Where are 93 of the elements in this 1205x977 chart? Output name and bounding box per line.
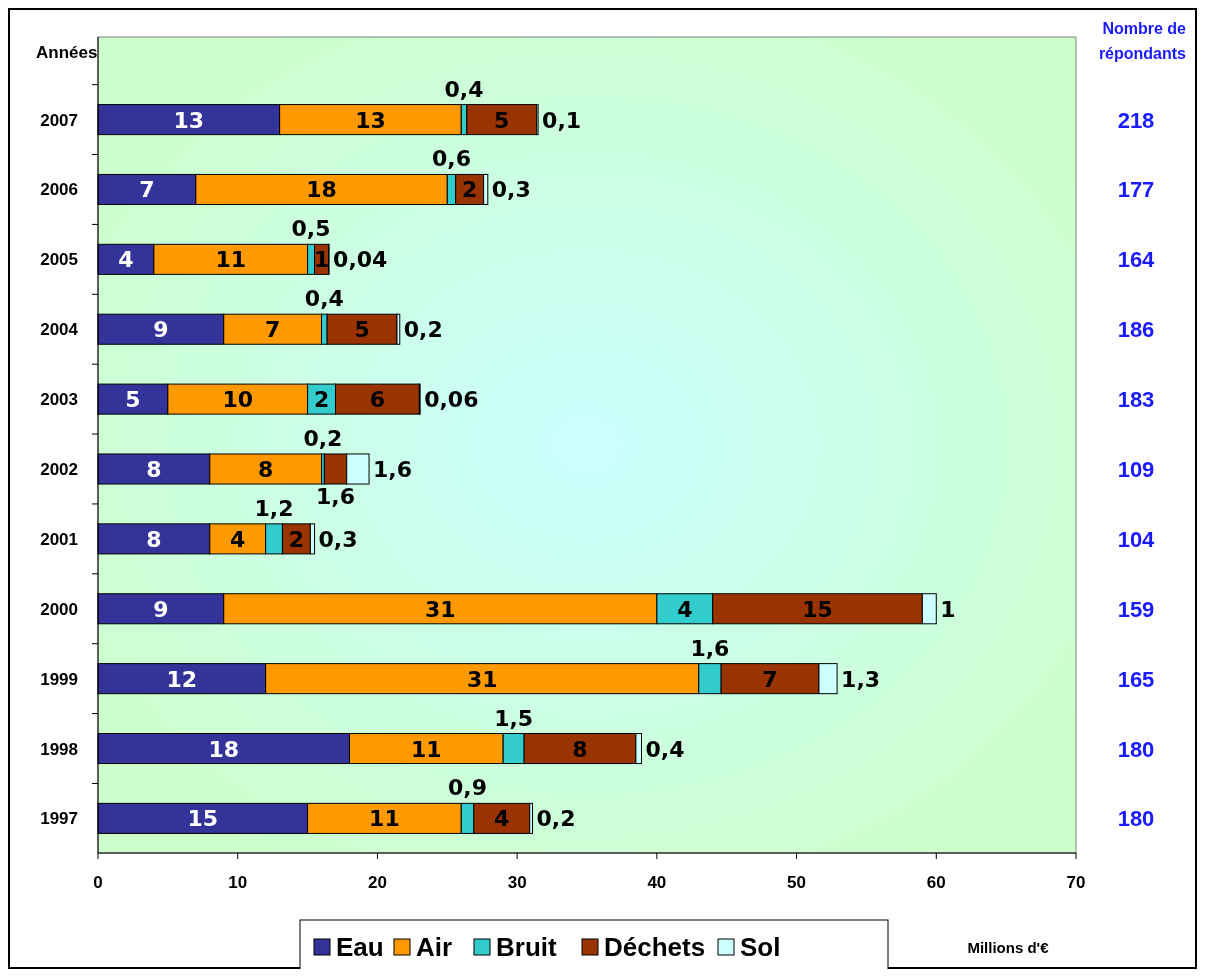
y-tick-label: 2001 [40,529,78,549]
y-tick-label: 2006 [40,180,78,200]
data-label: 1,3 [841,666,881,692]
y-tick-label: 2002 [40,460,78,479]
data-label: 0,6 [431,146,471,172]
text: 109 [1117,457,1155,482]
legend-label: Bruit [496,932,557,962]
data-label: 8 [146,526,162,552]
data-label: 18 [208,736,240,762]
data-label: 1 [940,596,956,622]
x-tick-label: 40 [647,873,667,892]
data-label: 0,06 [424,387,479,413]
legend-label: Sol [740,932,781,962]
data-label: 1,6 [373,457,413,482]
legend-label: Air [416,932,453,962]
data-label: 0,3 [318,526,358,552]
data-label: 8 [146,457,162,482]
data-label: 0,04 [333,247,388,273]
data-label: 2 [288,526,305,552]
data-label: 4 [118,247,134,273]
text: 104 [1117,526,1156,552]
data-label: 1 [313,247,330,273]
text: 218 [1117,107,1155,133]
data-label: 5 [354,317,370,343]
data-label: 2 [313,387,330,413]
y-tick-label: 2005 [40,250,78,270]
text: 180 [1117,736,1155,762]
data-label: 2 [461,177,478,203]
data-label: 13 [173,107,205,133]
legend-label: Déchets [604,932,706,962]
data-label: 11 [369,806,400,832]
y-tick-label: 2007 [40,110,78,130]
x-tick-label: 70 [1066,873,1086,892]
data-label: 10 [222,387,254,413]
data-label: 0,5 [291,216,331,242]
data-label: 0,4 [645,736,685,762]
data-label: 0,4 [444,76,484,102]
data-label: 11 [215,247,247,273]
x-axis-title: Millions d'€ [967,939,1050,956]
text: 165 [1117,666,1155,692]
data-label: 5 [494,107,510,133]
data-label: 1,2 [254,495,294,521]
y-tick-label: 1999 [40,669,78,689]
text: 177 [1117,177,1155,203]
data-label: 31 [424,596,456,622]
data-label: 8 [572,736,588,762]
data-label: 9 [153,317,169,343]
data-label: 0,2 [403,317,443,343]
text: 159 [1117,596,1155,622]
data-label: 4 [494,806,510,832]
data-label: 7 [762,666,778,692]
x-tick-label: 60 [926,873,946,892]
data-label: 31 [466,666,498,692]
data-label: 9 [153,596,169,622]
data-label: 13 [355,107,386,133]
data-label: 1,5 [494,705,534,731]
data-label: 0,2 [303,425,343,451]
y-tick-label: 1998 [40,739,78,759]
y-tick-label: 2000 [40,599,78,619]
data-label: 8 [258,457,274,482]
y-axis-title: Années [36,43,98,62]
text: 164 [1117,247,1156,273]
y-tick-label: 2003 [40,390,78,410]
text: Nombre de répondants [1098,20,1187,62]
data-label: 0,4 [304,286,344,312]
data-label: 7 [264,317,281,343]
data-label: 18 [306,177,337,203]
data-label: 0,2 [536,806,576,832]
data-label: 4 [230,526,246,552]
x-tick-label: 30 [507,873,527,892]
data-label: 5 [125,387,141,413]
data-label: 7 [139,177,155,203]
data-label: 1,6 [316,484,356,510]
x-tick-label: 50 [787,873,807,892]
text: 186 [1117,317,1155,343]
data-label: 15 [802,596,833,622]
data-label: 0,1 [542,107,582,133]
legend-label: Eau [336,932,384,962]
text: 183 [1117,387,1155,413]
data-label: 6 [369,387,386,413]
x-tick-label: 20 [367,873,387,892]
data-label: 15 [187,806,219,832]
data-label: 0,9 [448,775,488,801]
x-tick-label: 10 [228,873,248,892]
data-label: 4 [677,596,693,622]
data-label: 11 [411,736,442,762]
y-tick-label: 1997 [40,809,78,829]
y-tick-label: 2004 [40,320,79,340]
text: 180 [1117,806,1155,832]
data-label: 1,6 [690,635,730,661]
x-tick-label: 0 [93,873,103,892]
data-label: 0,3 [491,177,531,203]
data-label: 12 [166,666,198,692]
